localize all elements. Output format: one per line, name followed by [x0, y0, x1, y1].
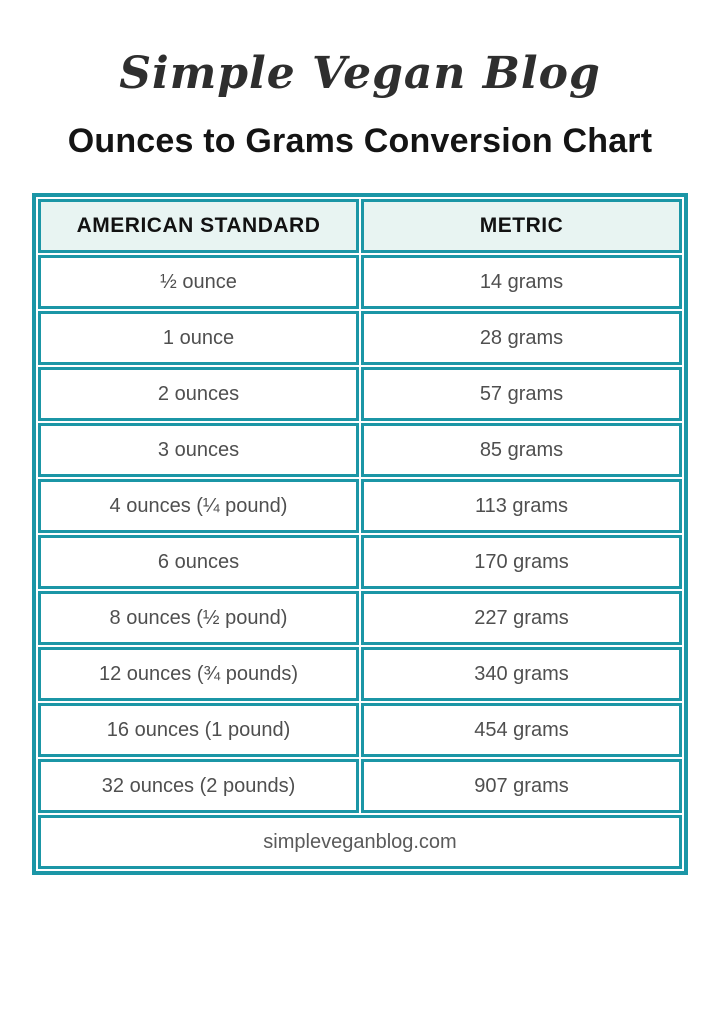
cell-metric: 907 grams	[361, 759, 682, 813]
cell-american-standard: 8 ounces (½ pound)	[38, 591, 359, 645]
cell-metric: 340 grams	[361, 647, 682, 701]
cell-american-standard: 1 ounce	[38, 311, 359, 365]
cell-metric: 85 grams	[361, 423, 682, 477]
cell-metric: 454 grams	[361, 703, 682, 757]
cell-american-standard: 2 ounces	[38, 367, 359, 421]
cell-metric: 170 grams	[361, 535, 682, 589]
cell-metric: 113 grams	[361, 479, 682, 533]
cell-metric: 28 grams	[361, 311, 682, 365]
column-header-american-standard: AMERICAN STANDARD	[38, 199, 359, 253]
cell-american-standard: 3 ounces	[38, 423, 359, 477]
cell-american-standard: ½ ounce	[38, 255, 359, 309]
site-logo: Simple Vegan Blog	[119, 48, 601, 99]
cell-metric: 57 grams	[361, 367, 682, 421]
cell-metric: 227 grams	[361, 591, 682, 645]
cell-american-standard: 4 ounces (¼ pound)	[38, 479, 359, 533]
column-header-metric: METRIC	[361, 199, 682, 253]
cell-american-standard: 6 ounces	[38, 535, 359, 589]
conversion-table: AMERICAN STANDARD METRIC ½ ounce 14 grams…	[32, 193, 688, 875]
cell-american-standard: 12 ounces (¾ pounds)	[38, 647, 359, 701]
cell-metric: 14 grams	[361, 255, 682, 309]
cell-american-standard: 32 ounces (2 pounds)	[38, 759, 359, 813]
page-title: Ounces to Grams Conversion Chart	[67, 122, 653, 160]
website-url: simpleveganblog.com	[38, 815, 682, 869]
cell-american-standard: 16 ounces (1 pound)	[38, 703, 359, 757]
